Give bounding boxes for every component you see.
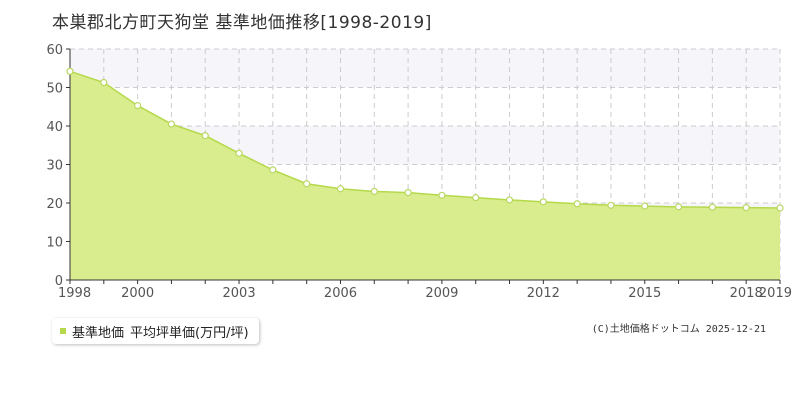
data-point bbox=[573, 200, 581, 208]
x-tick-label: 2009 bbox=[425, 286, 458, 301]
data-point bbox=[370, 187, 378, 196]
data-point bbox=[742, 204, 750, 212]
y-tick-label: 50 bbox=[46, 82, 63, 97]
data-point bbox=[167, 120, 176, 128]
y-tick-label: 10 bbox=[46, 236, 63, 251]
x-tick-label: 2003 bbox=[223, 286, 256, 301]
legend-unit: 平均坪単価(万円/坪) bbox=[130, 325, 249, 341]
data-point bbox=[708, 203, 716, 211]
legend-label: 基準地価 bbox=[72, 325, 125, 341]
plot-band bbox=[70, 49, 780, 88]
copyright-notice: (C)土地価格ドットコム 2025-12-21 bbox=[591, 324, 766, 335]
x-tick-label: 2018 bbox=[730, 286, 763, 301]
y-tick-label: 40 bbox=[46, 120, 63, 135]
y-tick-label: 60 bbox=[46, 43, 63, 58]
data-point bbox=[303, 180, 311, 188]
data-point bbox=[100, 78, 108, 87]
data-point bbox=[269, 166, 277, 174]
data-points bbox=[66, 67, 784, 212]
x-tick-label: 1998 bbox=[58, 286, 91, 301]
y-tick-label: 20 bbox=[46, 197, 63, 212]
x-tick-label: 2015 bbox=[628, 286, 661, 301]
legend: 基準地価 平均坪単価(万円/坪) bbox=[52, 318, 259, 344]
x-tick-label: 2012 bbox=[527, 286, 560, 301]
data-point bbox=[674, 203, 683, 211]
data-point bbox=[66, 67, 74, 75]
data-point bbox=[201, 132, 209, 140]
y-tick-label: 30 bbox=[46, 159, 63, 174]
data-point bbox=[472, 194, 480, 202]
series-line bbox=[69, 70, 781, 209]
data-point bbox=[438, 191, 446, 199]
chart-title: 本巣郡北方町天狗堂 基準地価推移[1998-2019] bbox=[52, 13, 432, 33]
legend-swatch bbox=[60, 328, 66, 334]
x-tick-label: 2019 bbox=[759, 286, 792, 301]
area-layer bbox=[69, 70, 781, 280]
data-point bbox=[776, 204, 784, 212]
data-point bbox=[607, 201, 615, 209]
data-point bbox=[539, 198, 547, 206]
x-tick-label: 2006 bbox=[324, 286, 357, 301]
y-tick-labels: 0 10 20 30 40 50 60 bbox=[46, 43, 63, 289]
data-point bbox=[336, 185, 345, 193]
axes bbox=[66, 48, 781, 284]
data-point bbox=[235, 149, 243, 157]
data-point bbox=[404, 189, 412, 197]
y-tick-label: 0 bbox=[55, 274, 63, 289]
series-area bbox=[70, 71, 780, 280]
data-point bbox=[134, 101, 142, 110]
data-point bbox=[505, 196, 514, 204]
x-tick-label: 2000 bbox=[121, 286, 154, 301]
data-point bbox=[641, 202, 649, 210]
